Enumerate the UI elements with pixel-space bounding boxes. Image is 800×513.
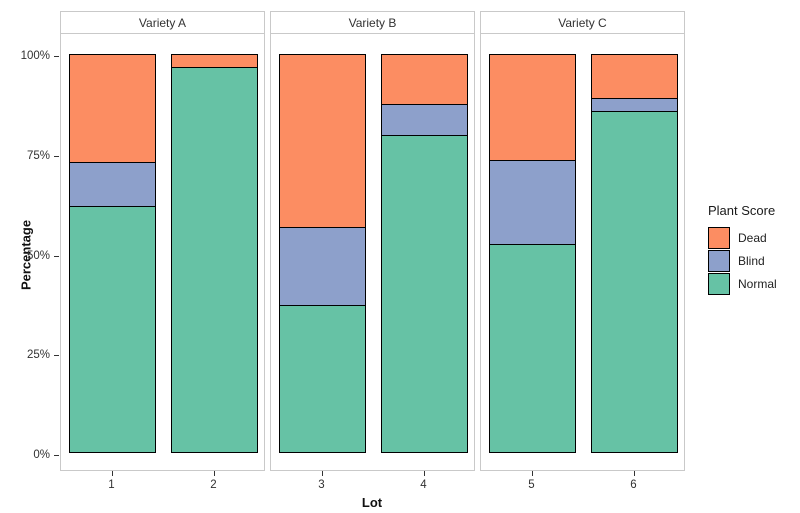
legend-key-swatch: [708, 227, 730, 249]
legend-title: Plant Score: [708, 203, 776, 218]
bar-lot-2: [171, 54, 258, 453]
x-tick-label: 5: [528, 479, 535, 491]
bar-segment-normal: [70, 206, 155, 453]
legend-item-dead: Dead: [708, 227, 777, 249]
facet-strip-label: Variety A: [138, 15, 187, 30]
x-tick-label: 3: [318, 479, 325, 491]
y-tick-mark: [54, 355, 59, 357]
legend-item-normal: Normal: [708, 273, 777, 295]
bar-segment-blind: [490, 159, 575, 244]
bar-segment-normal: [172, 66, 257, 452]
bar-segment-blind: [592, 98, 677, 112]
bar-segment-dead: [490, 55, 575, 160]
bar-segment-blind: [382, 104, 467, 135]
x-tick-label: 4: [420, 479, 427, 491]
legend-item-label: Normal: [738, 277, 777, 291]
x-tick-mark: [423, 471, 425, 476]
y-tick-mark: [54, 155, 59, 157]
legend-item-label: Dead: [738, 231, 767, 245]
bar-lot-3: [279, 54, 366, 453]
legend-items: Dead Blind Normal: [708, 227, 777, 295]
bar-segment-normal: [382, 135, 467, 452]
facet-strip: Variety A: [60, 11, 265, 34]
panel: [270, 33, 475, 471]
legend-item-blind: Blind: [708, 250, 777, 272]
x-tick-label: 1: [108, 479, 115, 491]
bar-segment-dead: [70, 55, 155, 162]
facet-strip-label: Variety C: [558, 15, 607, 30]
y-tick-label: 100%: [20, 50, 50, 62]
legend: Plant Score Dead Blind Normal: [708, 203, 777, 296]
x-axis-title: Lot: [361, 495, 383, 510]
facet-strip: Variety B: [270, 11, 475, 34]
bar-lot-1: [69, 54, 156, 453]
facet-strip: Variety C: [480, 11, 685, 34]
legend-key-swatch: [708, 273, 730, 295]
bar-segment-dead: [592, 55, 677, 99]
bar-segment-blind: [70, 161, 155, 207]
y-tick-label: 75%: [26, 149, 50, 162]
y-tick-label: 25%: [26, 349, 50, 362]
bar-segment-dead: [280, 55, 365, 227]
x-tick-label: 2: [210, 479, 217, 491]
bar-segment-normal: [280, 304, 365, 453]
legend-key-swatch: [708, 250, 730, 272]
x-tick-mark: [321, 471, 323, 476]
y-tick-mark: [54, 56, 59, 57]
bar-segment-normal: [490, 243, 575, 452]
panel: [480, 33, 685, 471]
bar-segment-blind: [280, 226, 365, 305]
y-tick-label: 0%: [33, 449, 50, 461]
panel: [60, 33, 265, 471]
x-tick-mark: [633, 471, 635, 476]
x-tick-mark: [111, 471, 113, 476]
bar-lot-5: [489, 54, 576, 453]
bar-lot-4: [381, 54, 468, 453]
x-tick-mark: [531, 471, 533, 476]
y-tick-label: 50%: [26, 249, 50, 262]
y-tick-mark: [54, 255, 59, 257]
facet-strip-label: Variety B: [348, 15, 397, 30]
bar-segment-dead: [172, 55, 257, 67]
x-tick-label: 6: [630, 479, 637, 491]
bar-lot-6: [591, 54, 678, 453]
legend-item-label: Blind: [738, 254, 765, 268]
x-tick-mark: [213, 471, 215, 476]
y-tick-mark: [54, 455, 59, 456]
bar-segment-normal: [592, 111, 677, 452]
bar-segment-dead: [382, 55, 467, 105]
